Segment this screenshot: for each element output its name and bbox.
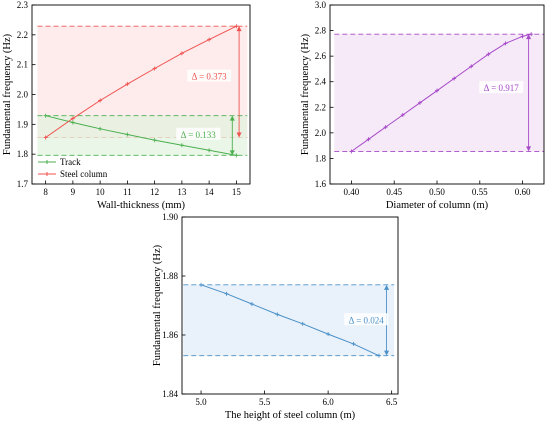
y-tick-label: 1.7 xyxy=(17,179,29,189)
x-tick-label: 0.50 xyxy=(429,187,445,197)
y-tick-label: 2.3 xyxy=(17,0,29,10)
legend: Track Steel column xyxy=(38,157,108,179)
delta-arrow-head-up xyxy=(236,26,242,32)
y-tick-label: 1.84 xyxy=(162,389,178,399)
legend-label: Track xyxy=(60,157,81,167)
delta-arrow-head-up xyxy=(526,34,532,40)
delta-arrow-head-down xyxy=(384,350,390,356)
y-tick-label: 2.0 xyxy=(315,128,327,138)
series-line-1 xyxy=(200,284,380,357)
chart-panel-c: Δ = 0.024 5.0 5.5 6.0 6.5 1.84 1.86 1.88 1.90 The… xyxy=(152,212,399,421)
x-tick-label: 14 xyxy=(205,187,215,197)
x-tick-label: 5.0 xyxy=(195,397,207,407)
x-tick-label: 0.60 xyxy=(515,187,531,197)
y-tick-label: 1.88 xyxy=(162,271,178,281)
chart-panel-b: Δ = 0.917 0.40 0.45 0.50 0.55 0.60 1.6 1.8 2.0 2.… xyxy=(300,0,545,211)
y-tick-label: 2.8 xyxy=(315,26,327,36)
y-tick-label: 2.2 xyxy=(315,102,326,112)
delta-label-bg xyxy=(187,69,232,82)
y-axis-label: Fundamental frequency (Hz) xyxy=(300,33,311,155)
y-tick-label: 1.6 xyxy=(315,179,327,189)
y-tick-label: 1.90 xyxy=(162,212,178,222)
series-line-1 xyxy=(351,33,532,152)
y-tick-label: 2.4 xyxy=(315,77,327,87)
delta-arrow-head-up xyxy=(229,115,235,121)
y-tick-label: 2.2 xyxy=(17,30,28,40)
y-tick-label: 2.6 xyxy=(315,51,327,61)
delta-label-1: Δ = 0.373 xyxy=(192,72,228,82)
delta-label-bg xyxy=(344,313,389,326)
x-tick-label: 6.5 xyxy=(386,397,398,407)
y-tick-label: 1.86 xyxy=(162,330,178,340)
x-tick-label: 10 xyxy=(96,187,106,197)
x-tick-label: 5.5 xyxy=(259,397,271,407)
x-axis-label: Wall-thickness (mm) xyxy=(97,200,186,211)
y-axis-label: Fundamental frequency (Hz) xyxy=(152,244,163,366)
chart-panel-a: Δ = 0.373 Δ = 0.133 8 9 10 11 12 13 14 15 1.7 1.8 1.… xyxy=(2,0,251,211)
y-tick-label: 1.8 xyxy=(17,149,29,159)
x-tick-label: 0.55 xyxy=(472,187,488,197)
y-axis-label: Fundamental frequency (Hz) xyxy=(2,33,13,155)
x-axis-label: Diameter of column (m) xyxy=(386,200,489,211)
x-tick-label: 0.45 xyxy=(386,187,402,197)
delta-label-1: Δ = 0.024 xyxy=(349,315,385,325)
x-tick-label: 12 xyxy=(150,187,159,197)
y-tick-label: 1.8 xyxy=(315,153,327,163)
x-tick-label: 9 xyxy=(71,187,76,197)
delta-label-bg xyxy=(176,127,221,140)
delta-label-bg xyxy=(479,81,524,94)
plot-area xyxy=(37,24,248,158)
y-tick-label: 2.1 xyxy=(17,60,28,70)
x-axis-label: The height of steel column (m) xyxy=(225,410,356,421)
x-tick-label: 8 xyxy=(43,187,48,197)
delta-arrow-head-up xyxy=(384,284,390,290)
delta-label-1: Δ = 0.917 xyxy=(484,83,520,93)
delta-label-2: Δ = 0.133 xyxy=(181,130,217,140)
x-tick-label: 0.40 xyxy=(344,187,360,197)
delta-arrow-head-down xyxy=(526,146,532,152)
x-tick-label: 15 xyxy=(232,187,242,197)
series-line-2 xyxy=(45,25,237,138)
x-tick-label: 13 xyxy=(177,187,187,197)
plot-frame xyxy=(181,216,399,395)
y-tick-label: 1.9 xyxy=(17,119,29,129)
x-tick-label: 11 xyxy=(123,187,132,197)
x-tick-label: 6.0 xyxy=(322,397,334,407)
delta-arrow-head-down xyxy=(236,132,242,138)
series-line-1 xyxy=(45,115,237,156)
y-tick-label: 2.0 xyxy=(17,90,29,100)
y-tick-label: 3.0 xyxy=(315,0,327,10)
legend-label: Steel column xyxy=(60,169,108,179)
delta-arrow-head-down xyxy=(229,150,235,156)
